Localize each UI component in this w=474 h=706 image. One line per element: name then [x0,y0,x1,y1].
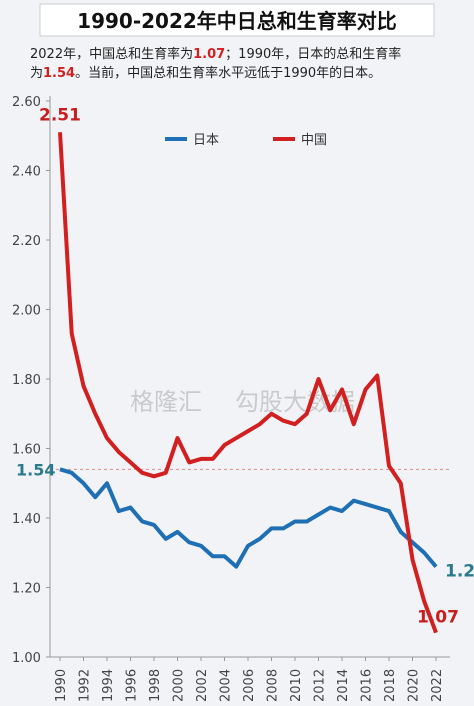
y-tick-label: 1.20 [12,582,41,597]
subtitle: 为1.54。当前，中国总和生育率水平远低于1990年的日本。 [30,65,381,81]
x-tick-label: 2008 [266,669,281,702]
y-tick-label: 1.00 [12,651,41,666]
data-label: 2.51 [39,105,81,125]
y-tick-label: 1.40 [12,512,41,527]
x-tick-label: 2004 [219,669,234,702]
subtitle-part: 。当前，中国总和生育率水平远低于1990年的日本。 [75,65,381,81]
watermark: 格隆汇 [130,388,202,416]
line-series [58,132,438,634]
subtitle-part: 1.54 [43,66,75,81]
subtitle-part: ；1990年，日本的总和生育率 [225,46,401,62]
x-tick-label: 2000 [172,669,187,702]
data-label: 1.26 [445,562,474,582]
x-tick-label: 2002 [195,669,210,702]
title-box [39,3,435,37]
legend-label: 中国 [301,133,327,148]
subtitle: 2022年，中国总和生育率为1.07；1990年，日本的总和生育率 [30,46,401,62]
x-tick-label: 2010 [289,669,304,702]
x-tick-label: 2012 [313,669,328,702]
y-tick-label: 2.00 [12,304,41,319]
x-tick-label: 1998 [148,669,163,702]
subtitle-part: 1.07 [193,47,225,62]
line-series [59,467,438,569]
x-tick-label: 1990 [54,669,69,702]
data-label: 1.07 [417,608,459,628]
data-label: 1.54 [16,460,55,479]
x-tick-label: 2018 [383,669,398,702]
x-tick-label: 1996 [125,669,140,702]
subtitle-part: 为 [30,66,43,81]
chart-title: 1990-2022年中日总和生育率对比 [77,9,397,33]
subtitle-part: 2022年，中国总和生育率为 [30,46,193,62]
y-tick-label: 2.40 [12,165,41,180]
y-tick-label: 2.60 [12,95,41,110]
x-tick-label: 2016 [360,669,375,702]
y-tick-label: 1.60 [12,443,41,458]
x-tick-label: 2014 [336,669,351,702]
x-tick-label: 2022 [430,669,445,702]
y-tick-label: 1.80 [12,373,41,388]
x-tick-label: 2020 [407,669,422,702]
x-tick-label: 1992 [78,669,93,702]
y-tick-label: 2.20 [12,234,41,249]
x-tick-label: 2006 [242,669,257,702]
legend-label: 日本 [193,133,219,148]
x-tick-label: 1994 [101,669,116,702]
